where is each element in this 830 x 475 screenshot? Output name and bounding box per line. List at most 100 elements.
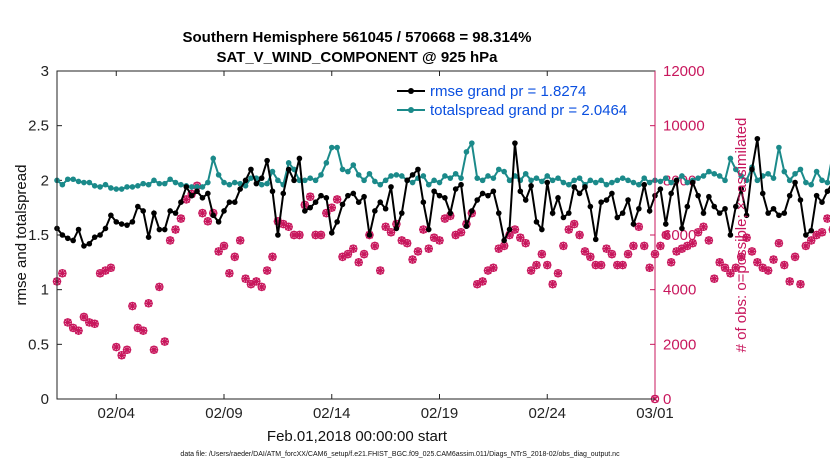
obs-assimilated-point	[306, 193, 314, 201]
rmse-point	[437, 193, 443, 199]
rmse-point	[146, 234, 152, 240]
totalspread-point	[383, 178, 389, 184]
obs-assimilated-point	[538, 250, 546, 258]
rmse-point	[108, 213, 114, 219]
rmse-point	[70, 238, 76, 244]
totalspread-point	[706, 169, 712, 175]
obs-assimilated-point	[597, 261, 605, 269]
totalspread-point	[270, 169, 276, 175]
obs-assimilated-point	[618, 261, 626, 269]
totalspread-point	[803, 180, 809, 186]
totalspread-point	[103, 182, 109, 188]
rmse-point	[803, 232, 809, 238]
obs-assimilated-point	[408, 255, 416, 263]
totalspread-point	[87, 180, 93, 186]
totalspread-point	[345, 169, 351, 175]
rmse-point	[183, 184, 189, 190]
totalspread-point	[464, 149, 470, 155]
legend-rmse-label: rmse grand pr = 1.8274	[430, 83, 586, 100]
rmse-point	[329, 230, 335, 236]
rmse-point	[388, 184, 394, 190]
totalspread-point	[97, 184, 103, 190]
obs-assimilated-point	[376, 266, 384, 274]
totalspread-point	[717, 173, 723, 179]
rmse-point	[410, 172, 416, 178]
totalspread-point	[189, 184, 195, 190]
y2-axis-label: # of obs: o=possible; ×=assimilated	[733, 118, 750, 353]
rmse-point	[383, 206, 389, 212]
totalspread-point	[808, 182, 814, 188]
y2-tick-label: 4000	[663, 282, 696, 299]
rmse-point	[135, 204, 141, 210]
totalspread-point	[351, 162, 357, 168]
totalspread-point	[232, 180, 238, 186]
totalspread-point	[307, 175, 313, 181]
totalspread-point	[636, 182, 642, 188]
totalspread-point	[577, 175, 583, 181]
rmse-point	[588, 204, 594, 210]
rmse-point	[534, 219, 540, 225]
obs-assimilated-point	[155, 283, 163, 291]
obs-assimilated-point	[457, 228, 465, 236]
obs-assimilated-point	[608, 250, 616, 258]
totalspread-point	[641, 175, 647, 181]
obs-assimilated-point	[204, 217, 212, 225]
obs-assimilated-point	[478, 277, 486, 285]
totalspread-point	[604, 182, 610, 188]
rmse-point	[237, 186, 243, 192]
rmse-point	[92, 234, 98, 240]
totalspread-point	[523, 171, 529, 177]
rmse-point	[550, 210, 556, 216]
totalspread-point	[501, 169, 507, 175]
totalspread-point	[275, 178, 281, 184]
obs-assimilated-point	[220, 242, 228, 250]
rmse-point	[636, 206, 642, 212]
rmse-point	[377, 199, 383, 205]
obs-assimilated-point	[295, 231, 303, 239]
rmse-point	[81, 243, 87, 249]
totalspread-point	[765, 171, 771, 177]
rmse-point	[787, 193, 793, 199]
totalspread-point	[787, 178, 793, 184]
totalspread-point	[361, 178, 367, 184]
obs-assimilated-point	[640, 242, 648, 250]
totalspread-point	[609, 180, 615, 186]
rmse-point	[501, 238, 507, 244]
obs-assimilated-point	[144, 299, 152, 307]
rmse-point	[264, 158, 270, 164]
totalspread-point	[162, 181, 168, 187]
rmse-point	[286, 167, 292, 173]
y-axis-label: rmse and totalspread	[13, 165, 30, 306]
totalspread-point	[555, 175, 561, 181]
obs-assimilated-point	[150, 346, 158, 354]
rmse-point	[431, 188, 437, 194]
totalspread-point	[151, 178, 157, 184]
obs-assimilated-point	[656, 242, 664, 250]
rmse-point	[151, 210, 157, 216]
rmse-point	[798, 197, 804, 203]
obs-assimilated-point	[171, 225, 179, 233]
rmse-point	[216, 219, 222, 225]
rmse-point	[566, 210, 572, 216]
rmse-point	[641, 182, 647, 188]
rmse-point	[491, 188, 497, 194]
totalspread-point	[631, 180, 637, 186]
legend-spread-marker	[408, 107, 414, 113]
rmse-point	[210, 213, 216, 219]
y-tick-label: 1	[41, 282, 49, 299]
rmse-point	[749, 167, 755, 173]
obs-assimilated-point	[775, 239, 783, 247]
rmse-point	[674, 178, 680, 184]
totalspread-point	[372, 179, 378, 185]
rmse-point	[232, 199, 238, 205]
rmse-point	[544, 180, 550, 186]
rmse-point	[480, 191, 486, 197]
rmse-point	[227, 199, 233, 205]
totalspread-point	[598, 178, 604, 184]
rmse-point	[367, 232, 373, 238]
totalspread-point	[663, 175, 669, 181]
rmse-point	[690, 180, 696, 186]
obs-assimilated-point	[710, 275, 718, 283]
totalspread-point	[534, 175, 540, 181]
rmse-point	[760, 191, 766, 197]
